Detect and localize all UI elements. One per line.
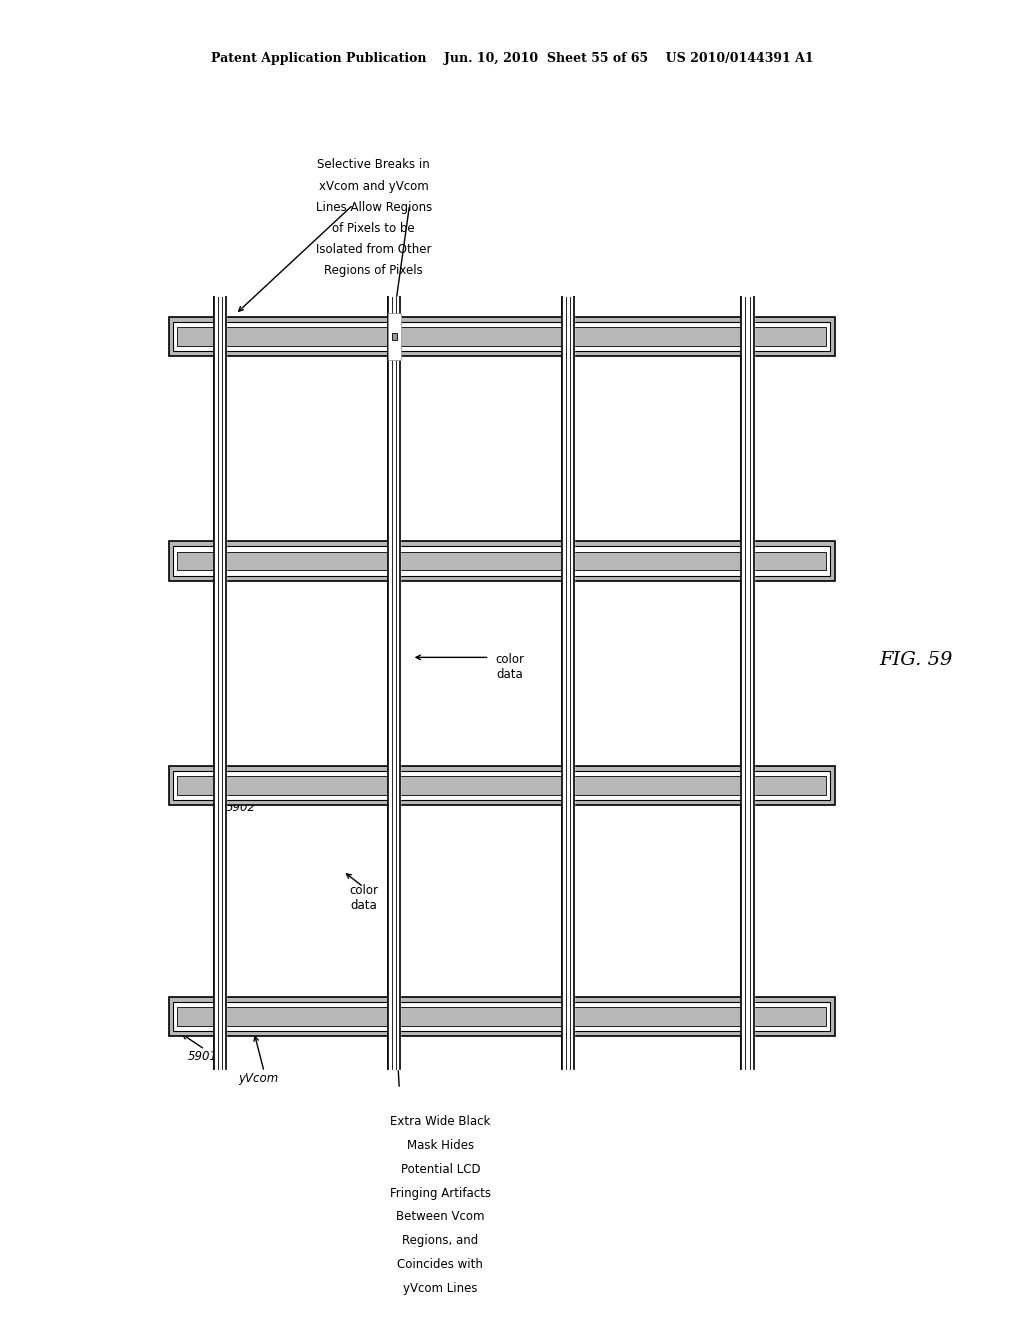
Text: Potential LCD: Potential LCD bbox=[400, 1163, 480, 1176]
Bar bbox=[173, 322, 830, 351]
Bar bbox=[387, 313, 401, 360]
Text: Extra Wide Black: Extra Wide Black bbox=[390, 1115, 490, 1129]
Bar bbox=[169, 541, 835, 581]
Bar bbox=[169, 766, 835, 805]
Text: Regions of Pixels: Regions of Pixels bbox=[325, 264, 423, 277]
Bar bbox=[177, 552, 826, 570]
Text: color
data: color data bbox=[496, 652, 524, 681]
Text: xVcom and yVcom: xVcom and yVcom bbox=[318, 180, 429, 193]
Bar bbox=[177, 1007, 826, 1026]
Text: Coincides with: Coincides with bbox=[397, 1258, 483, 1271]
Text: 5902: 5902 bbox=[225, 801, 255, 814]
Text: Selective Breaks in: Selective Breaks in bbox=[317, 158, 430, 172]
Text: Isolated from Other: Isolated from Other bbox=[316, 243, 431, 256]
Text: Mask Hides: Mask Hides bbox=[407, 1139, 474, 1152]
Bar bbox=[177, 776, 826, 795]
Text: of Pixels to be: of Pixels to be bbox=[333, 222, 415, 235]
Bar bbox=[173, 546, 830, 576]
Text: Between Vcom: Between Vcom bbox=[396, 1210, 484, 1224]
Text: 5901: 5901 bbox=[187, 1049, 217, 1063]
Bar bbox=[391, 333, 397, 339]
Text: yVcom: yVcom bbox=[239, 1072, 279, 1085]
Text: color
data: color data bbox=[349, 883, 378, 912]
Text: Lines Allow Regions: Lines Allow Regions bbox=[315, 201, 432, 214]
Text: Regions, and: Regions, and bbox=[402, 1234, 478, 1247]
Bar bbox=[177, 327, 826, 346]
Text: yVcom Lines: yVcom Lines bbox=[403, 1282, 477, 1295]
Text: Patent Application Publication    Jun. 10, 2010  Sheet 55 of 65    US 2010/01443: Patent Application Publication Jun. 10, … bbox=[211, 51, 813, 65]
Bar bbox=[173, 771, 830, 800]
Bar bbox=[173, 1002, 830, 1031]
Bar bbox=[169, 317, 835, 356]
Text: FIG. 59: FIG. 59 bbox=[880, 651, 953, 669]
Text: Fringing Artifacts: Fringing Artifacts bbox=[390, 1187, 490, 1200]
Bar bbox=[169, 997, 835, 1036]
